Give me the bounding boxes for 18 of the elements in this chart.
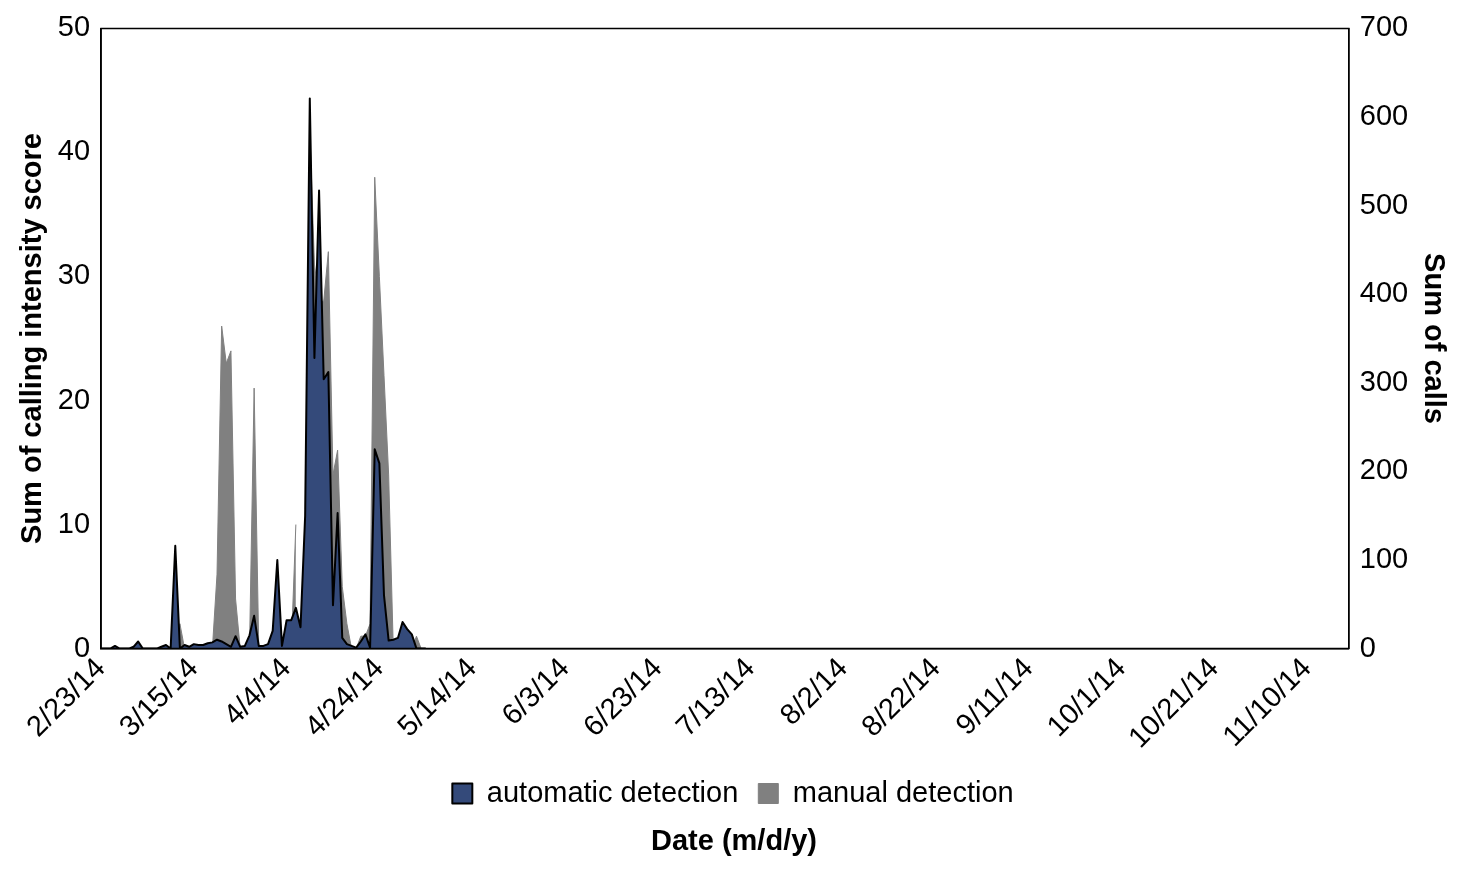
y2-tick-label: 200 [1359,453,1409,486]
legend-label: automatic detection [486,775,739,808]
y-tick-label: 10 [57,506,91,539]
y2-tick-label: 300 [1359,364,1409,397]
legend-label: manual detection [792,775,1014,808]
y2-tick-label: 600 [1359,99,1409,131]
y2-tick-label: 500 [1359,187,1409,220]
y-tick-label: 30 [57,258,91,291]
y2-tick-label: 100 [1359,541,1409,574]
y-tick-label: 20 [57,382,91,415]
y-tick-label: 50 [57,10,91,43]
x-axis-title: Date (m/d/y) [650,824,818,857]
y2-axis-title: Sum of calls [1418,253,1451,424]
y2-tick-label: 400 [1359,276,1409,309]
y-axis-title: Sum of calling intensity score [15,133,48,544]
y2-tick-label: 0 [1359,630,1376,663]
y2-tick-label: 700 [1359,10,1409,43]
y-tick-label: 40 [57,134,91,167]
